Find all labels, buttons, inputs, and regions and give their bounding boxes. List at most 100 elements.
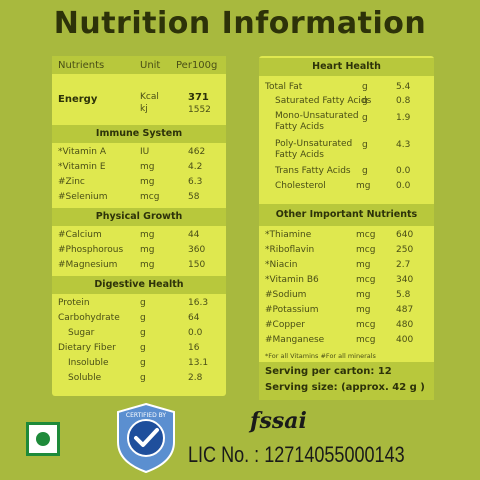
serving-size: Serving size: (approx. 42 g ) xyxy=(265,382,425,393)
section-immune-system: Immune System xyxy=(52,125,226,143)
vegetarian-dot-icon xyxy=(36,432,50,446)
list-item-unit: mg xyxy=(356,305,371,315)
list-item-unit: g xyxy=(362,82,368,92)
energy-kcal-value: 371 xyxy=(188,92,209,103)
list-item: Dietary Fiber xyxy=(58,343,116,353)
list-item: Cholesterol xyxy=(275,181,326,191)
list-item-line2: Fatty Acids xyxy=(275,122,324,132)
list-item-unit: mg xyxy=(140,230,155,240)
right-nutrition-panel: Heart Health Total Fat g 5.4 Saturated F… xyxy=(259,56,434,400)
list-item-unit: g xyxy=(140,298,146,308)
list-item: Total Fat xyxy=(265,82,303,92)
list-item-value: 2.7 xyxy=(396,260,411,270)
list-item: *Thiamine xyxy=(265,230,312,240)
list-item-value: 0.0 xyxy=(396,166,411,176)
list-item-value: 360 xyxy=(188,245,206,255)
list-item: #Magnesium xyxy=(58,260,118,270)
list-item-value: 4.2 xyxy=(188,162,203,172)
list-item-unit: mcg xyxy=(356,335,376,345)
list-item-unit: mcg xyxy=(356,245,376,255)
certification-badge-icon: CERTIFIED BY xyxy=(117,402,175,474)
list-item: #Calcium xyxy=(58,230,102,240)
energy-unit-kj: kj xyxy=(140,104,148,114)
list-item-unit: mg xyxy=(140,177,155,187)
vegetarian-symbol-icon xyxy=(26,422,60,456)
serving-per-carton: Serving per carton: 12 xyxy=(265,366,392,377)
list-item: #Manganese xyxy=(265,335,325,345)
energy-kj-value: 1552 xyxy=(188,105,211,115)
list-item-line2: Fatty Acids xyxy=(275,150,324,160)
list-item-unit: mg xyxy=(356,260,371,270)
badge-text: CERTIFIED BY xyxy=(126,412,166,419)
energy-unit-kcal: Kcal xyxy=(140,92,159,102)
list-item-value: 58 xyxy=(188,192,200,202)
list-item-value: 0.0 xyxy=(188,328,203,338)
list-item-value: 480 xyxy=(396,320,414,330)
list-item: *Vitamin B6 xyxy=(265,275,319,285)
list-item: Sugar xyxy=(68,328,95,338)
left-nutrition-panel: Nutrients Unit Per100g Energy Kcal kj 37… xyxy=(52,56,226,396)
list-item: *Vitamin E xyxy=(58,162,106,172)
list-item-value: 0.8 xyxy=(396,96,411,106)
list-item: *Vitamin A xyxy=(58,147,106,157)
list-item-value: 16 xyxy=(188,343,200,353)
list-item-value: 64 xyxy=(188,313,200,323)
list-item-unit: mcg xyxy=(140,192,160,202)
list-item: Insoluble xyxy=(68,358,109,368)
list-item: Soluble xyxy=(68,373,102,383)
list-item-value: 5.4 xyxy=(396,82,411,92)
serving-band xyxy=(259,362,434,400)
section-other-nutrients: Other Important Nutrients xyxy=(259,204,434,226)
list-item: #Potassium xyxy=(265,305,319,315)
list-item: Mono-Unsaturated xyxy=(275,111,359,121)
page-title: Nutrition Information xyxy=(53,6,427,41)
header-unit: Unit xyxy=(140,60,161,71)
list-item-value: 150 xyxy=(188,260,206,270)
fssai-logo: fssai xyxy=(250,408,307,434)
section-heart-health: Heart Health xyxy=(259,58,434,76)
list-item: Protein xyxy=(58,298,90,308)
list-item-unit: g xyxy=(362,113,368,123)
list-item-unit: mg xyxy=(356,181,371,191)
list-item-unit: mg xyxy=(140,245,155,255)
list-item-unit: g xyxy=(140,328,146,338)
list-item: Saturated Fatty Acids xyxy=(275,96,372,106)
list-item: #Selenium xyxy=(58,192,108,202)
list-item-value: 44 xyxy=(188,230,200,240)
list-item-unit: g xyxy=(140,358,146,368)
header-per100g: Per100g xyxy=(176,60,218,71)
list-item-value: 4.3 xyxy=(396,140,411,150)
section-physical-growth: Physical Growth xyxy=(52,208,226,226)
list-item-unit: g xyxy=(140,343,146,353)
list-item-unit: g xyxy=(362,166,368,176)
energy-label: Energy xyxy=(58,94,98,105)
list-item-unit: mg xyxy=(140,162,155,172)
list-item-unit: g xyxy=(140,373,146,383)
header-nutrients: Nutrients xyxy=(58,60,105,71)
list-item-unit: mcg xyxy=(356,275,376,285)
section-digestive-health: Digestive Health xyxy=(52,276,226,294)
list-item-value: 16.3 xyxy=(188,298,209,308)
list-item: #Phosphorous xyxy=(58,245,124,255)
list-item: Trans Fatty Acids xyxy=(275,166,351,176)
list-item: #Zinc xyxy=(58,177,85,187)
list-item: Carbohydrate xyxy=(58,313,120,323)
list-item-unit: g xyxy=(362,96,368,106)
list-item-value: 487 xyxy=(396,305,414,315)
list-item-value: 640 xyxy=(396,230,414,240)
left-header-band xyxy=(52,56,226,74)
list-item-unit: g xyxy=(362,140,368,150)
list-item: Poly-Unsaturated xyxy=(275,139,353,149)
list-item: #Sodium xyxy=(265,290,307,300)
list-item-value: 6.3 xyxy=(188,177,203,187)
footnote: *For all Vitamins #For all minerals xyxy=(265,352,376,360)
list-item-unit: mcg xyxy=(356,320,376,330)
list-item-unit: IU xyxy=(140,147,150,157)
license-number: LIC No. : 12714055000143 xyxy=(188,442,405,467)
list-item: *Riboflavin xyxy=(265,245,315,255)
list-item-value: 340 xyxy=(396,275,414,285)
list-item-value: 0.0 xyxy=(396,181,411,191)
list-item-value: 400 xyxy=(396,335,414,345)
list-item: #Copper xyxy=(265,320,305,330)
list-item-value: 462 xyxy=(188,147,206,157)
